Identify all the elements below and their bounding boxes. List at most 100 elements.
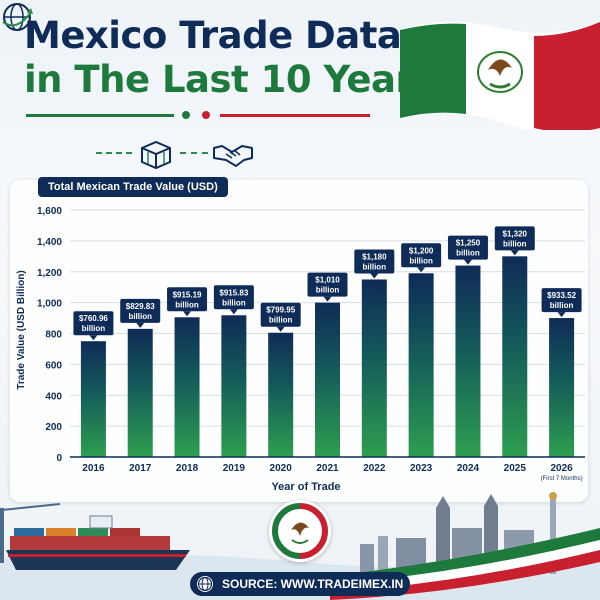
data-label-pointer (323, 296, 332, 302)
x-tick-label: 2025 (504, 463, 527, 474)
data-label-box (73, 311, 114, 336)
data-label-unit: billion (82, 324, 106, 333)
data-label-box (541, 288, 582, 313)
data-label-pointer (463, 259, 472, 265)
data-label-unit: billion (269, 316, 293, 325)
cargo-ship (0, 503, 190, 570)
x-tick-label: 2017 (129, 463, 152, 474)
bar (502, 256, 528, 457)
source-badge[interactable]: SOURCE: WWW.TRADEIMEX.IN (190, 572, 410, 596)
data-label-value: $799.95 (266, 306, 295, 315)
x-tick-label: 2018 (176, 463, 199, 474)
data-label-pointer (370, 273, 379, 279)
data-label-unit: billion (363, 262, 387, 271)
y-tick-label: 600 (45, 360, 62, 371)
handshake-icon (213, 145, 253, 167)
data-label-unit: billion (128, 312, 152, 321)
data-label-value: $1,250 (456, 239, 481, 248)
data-label-pointer (136, 322, 145, 328)
data-label-unit: billion (503, 239, 527, 248)
data-label-box (307, 272, 348, 297)
data-label-unit: billion (456, 249, 480, 258)
x-tick-label: 2022 (363, 463, 386, 474)
data-label-value: $933.52 (547, 291, 576, 300)
flag-emblem-icon (477, 51, 523, 93)
data-label-value: $829.83 (126, 302, 155, 311)
data-label-pointer (510, 250, 519, 256)
y-tick-label: 0 (56, 453, 62, 464)
data-label-unit: billion (175, 300, 199, 309)
data-label-unit: billion (409, 256, 433, 265)
bar (361, 279, 387, 457)
data-label-box (167, 287, 208, 312)
data-label-pointer (229, 309, 238, 315)
bar (408, 273, 434, 457)
x-tick-label: 2019 (223, 463, 246, 474)
y-tick-label: 800 (45, 330, 62, 341)
x-tick-label: 2020 (270, 463, 293, 474)
y-tick-label: 1,000 (37, 299, 62, 310)
mexico-seal (269, 500, 331, 562)
bar (174, 317, 200, 457)
title-dot-green (182, 111, 190, 119)
data-label-pointer (417, 267, 426, 273)
data-label-value: $1,320 (503, 229, 528, 238)
x-tick-label: 2021 (316, 463, 339, 474)
bar (127, 328, 153, 457)
data-label-value: $1,010 (315, 276, 340, 285)
data-label-value: $1,200 (409, 246, 434, 255)
data-label-value: $915.83 (219, 288, 248, 297)
x-tick-label: 2024 (457, 463, 480, 474)
x-axis-label: Year of Trade (271, 481, 340, 493)
data-label-pointer (276, 326, 285, 332)
data-label-box (494, 226, 535, 251)
seal-emblem-icon (272, 503, 328, 559)
data-label-unit: billion (316, 286, 340, 295)
data-label-pointer (89, 335, 98, 341)
title-underline-left (26, 114, 174, 117)
data-label-box (354, 249, 395, 274)
page-title: Mexico Trade Data in The Last 10 Years (24, 14, 435, 102)
bar (549, 318, 575, 457)
bar (268, 332, 294, 457)
data-label-box (260, 302, 301, 327)
globe-icon (2, 3, 33, 31)
title-line-2: in The Last 10 Years (24, 58, 435, 101)
data-label-unit: billion (222, 298, 246, 307)
container-icon (141, 140, 171, 170)
data-label-pointer (557, 312, 566, 318)
chart-label: Total Mexican Trade Value (USD) (38, 177, 228, 197)
data-label-pointer (183, 311, 192, 317)
title-line-1: Mexico Trade Data (24, 14, 402, 57)
title-underline-right (220, 114, 370, 117)
x-tick-label: 2026 (550, 463, 573, 474)
connector-dash-1 (96, 152, 132, 154)
data-label-box (120, 298, 161, 323)
y-tick-label: 200 (45, 422, 62, 433)
title-dot-red (202, 111, 210, 119)
mexico-flag (400, 21, 600, 130)
data-label-value: $760.96 (79, 314, 108, 323)
chart-panel (10, 180, 588, 502)
y-tick-label: 1,600 (37, 206, 62, 217)
x-tick-note: (First 7 Months) (541, 476, 583, 482)
data-label-box (213, 285, 254, 310)
data-label-unit: billion (550, 301, 574, 310)
y-tick-label: 1,200 (37, 268, 62, 279)
bar (80, 341, 106, 457)
bar (221, 315, 247, 457)
globe-small-icon (197, 576, 213, 592)
data-label-box (401, 243, 442, 268)
data-label-value: $915.19 (173, 290, 202, 299)
data-label-value: $1,180 (362, 252, 387, 261)
x-tick-label: 2016 (82, 463, 105, 474)
y-tick-label: 400 (45, 391, 62, 402)
x-tick-label: 2023 (410, 463, 433, 474)
connector-dash-2 (180, 152, 208, 154)
bar (315, 302, 340, 457)
y-axis-label: Trade Value (USD Billion) (16, 270, 27, 389)
y-tick-label: 1,400 (37, 237, 62, 248)
data-label-box (447, 235, 488, 260)
bar (455, 265, 481, 457)
